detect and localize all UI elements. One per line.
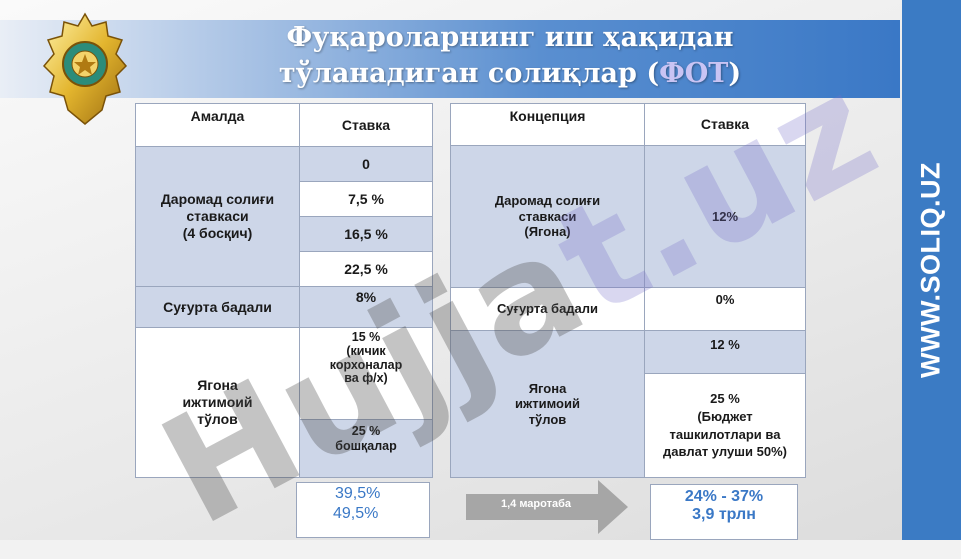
- social-rate-small-business: 15 % (кичик корхоналар ва ф/х): [299, 327, 433, 420]
- insurance-rate-left: 8%: [299, 286, 433, 328]
- social-rate-line: давлат улуши 50%): [663, 444, 787, 460]
- title-line-2: тўланадиган солиқлар (ФОТ): [240, 56, 780, 92]
- income-tax-rate-2: 7,5 %: [299, 181, 433, 217]
- ratio-label: 1,4 маротаба: [500, 498, 572, 510]
- site-url: WWW.SOLIQ.UZ: [915, 162, 946, 378]
- summary-current-total: 39,5% 49,5%: [296, 482, 430, 538]
- social-label-line: Ягона: [528, 380, 567, 396]
- social-rate-right-1: 12 %: [644, 330, 806, 374]
- social-label-line: тўлов: [528, 411, 567, 427]
- social-rate-line: ва ф/х): [344, 371, 388, 386]
- summary-concept-total: 24% - 37% 3,9 трлн: [650, 484, 798, 540]
- insurance-rate-right: 0%: [644, 287, 806, 331]
- income-tax-rate-3: 16,5 %: [299, 216, 433, 252]
- income-tax-rate-4: 22,5 %: [299, 251, 433, 287]
- title-line-2-prefix: тўланадиган солиқлар (: [278, 58, 660, 89]
- income-tax-rate-1: 0: [299, 146, 433, 182]
- summary-current-value-2: 49,5%: [333, 505, 379, 522]
- income-tax-label-line: ставкаси: [518, 208, 577, 224]
- header-rate-right: Ставка: [644, 103, 806, 146]
- header-current: Амалда: [135, 103, 300, 147]
- title-band: [0, 20, 900, 98]
- summary-current-value-1: 39,5%: [335, 485, 381, 502]
- right-sidebar: [902, 0, 961, 540]
- social-label-line: ижтимоий: [182, 394, 253, 411]
- insurance-label-right: Суғурта бадали: [450, 287, 645, 331]
- social-rate-line: (кичик: [346, 343, 386, 358]
- income-tax-label-line: ставкаси: [186, 208, 249, 225]
- arrow-right-icon: [466, 480, 628, 534]
- social-rate-others: 25 % бошқалар: [299, 419, 433, 478]
- social-rate-line: 15 %: [351, 330, 381, 344]
- social-payment-label-left: Ягона ижтимоий тўлов: [135, 327, 300, 478]
- header-concept: Концепция: [450, 103, 645, 146]
- title-highlight: ФОТ: [659, 58, 729, 89]
- social-label-line: тўлов: [197, 410, 238, 427]
- income-tax-label-line: (4 босқич): [182, 224, 253, 241]
- income-tax-label-line: (Ягона): [524, 224, 571, 240]
- concept-rates-table: Концепция Ставка Даромад солиғи ставкаси…: [450, 103, 806, 478]
- title-line-1: Фуқароларнинг иш ҳақидан: [286, 22, 734, 53]
- social-label-line: ижтимоий: [515, 396, 580, 412]
- income-tax-rate-right: 12%: [644, 145, 806, 288]
- income-tax-label-right: Даромад солиғи ставкаси (Ягона): [450, 145, 645, 288]
- page-title: Фуқароларнинг иш ҳақидан тўланадиган сол…: [240, 20, 780, 92]
- social-rate-right-2: 25 % (Бюджет ташкилотлари ва давлат улуш…: [644, 373, 806, 478]
- income-tax-label-line: Даромад солиғи: [160, 191, 275, 208]
- social-rate-line: (Бюджет: [697, 408, 753, 424]
- summary-concept-value-1: 24% - 37%: [684, 488, 764, 505]
- social-rate-line: 25 %: [710, 391, 740, 407]
- header-rate-left: Ставка: [299, 103, 433, 147]
- social-rate-line: бошқалар: [335, 439, 397, 453]
- income-tax-label: Даромад солиғи ставкаси (4 босқич): [135, 146, 300, 287]
- title-line-2-suffix: ): [728, 58, 742, 89]
- income-tax-label-line: Даромад солиғи: [494, 193, 601, 209]
- social-rate-line: 25 %: [351, 424, 381, 438]
- tax-emblem-icon: [42, 12, 128, 125]
- summary-concept-value-2: 3,9 трлн: [692, 506, 756, 523]
- social-rate-line: корхоналар: [329, 357, 403, 372]
- current-rates-table: Амалда Ставка Даромад солиғи ставкаси (4…: [135, 103, 433, 478]
- insurance-label-left: Суғурта бадали: [135, 286, 300, 328]
- social-payment-label-right: Ягона ижтимоий тўлов: [450, 330, 645, 478]
- social-label-line: Ягона: [197, 377, 238, 394]
- social-rate-line: ташкилотлари ва: [669, 426, 781, 442]
